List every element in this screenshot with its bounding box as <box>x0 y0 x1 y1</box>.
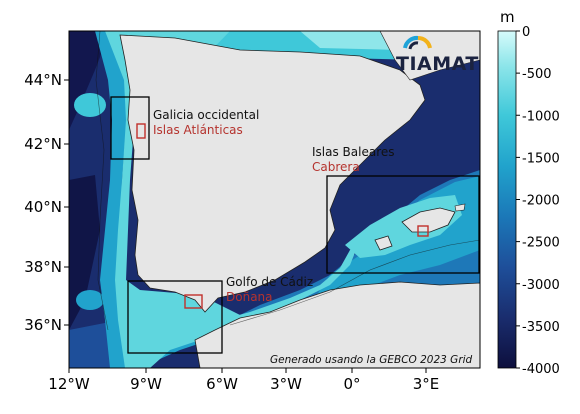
credit-text: Generado usando la GEBCO 2023 Grid <box>270 354 473 366</box>
site-islas-atlanticas <box>136 123 146 139</box>
y-axis: 44°N 42°N 40°N 38°N 36°N <box>24 71 69 334</box>
tiamat-logo: TIAMAT <box>396 35 479 75</box>
contour-med <box>229 239 480 326</box>
y-tick-42n: 42°N <box>24 135 62 153</box>
colorbar-tick-label: -2500 <box>522 236 560 251</box>
x-tick-3e: 3°E <box>413 375 440 393</box>
map-frame <box>68 30 481 369</box>
colorbar-unit: m <box>500 8 515 26</box>
alboran-shelf <box>225 240 360 332</box>
abyssal-plain-south <box>69 175 100 330</box>
x-axis: 12°W 9°W 6°W 3°W 0° 3°E <box>48 368 439 393</box>
x-tick-0: 0° <box>343 375 360 393</box>
label-donana: Doñana <box>226 290 273 304</box>
contour-west <box>95 31 109 331</box>
colorbar-tick-label: -500 <box>522 67 552 82</box>
box-baleares <box>326 175 480 274</box>
north-africa <box>194 281 480 368</box>
iberian-peninsula <box>119 34 426 313</box>
y-tick-40n: 40°N <box>24 198 62 216</box>
label-baleares: Islas Baleares <box>312 145 395 159</box>
logo-arc-blue <box>403 35 419 49</box>
colorbar-tick-label: -3500 <box>522 320 560 335</box>
menorca <box>454 203 466 212</box>
site-donana <box>184 294 203 309</box>
site-cabrera <box>417 225 429 237</box>
colorbar-gradient <box>497 30 517 369</box>
logo-text: TIAMAT <box>396 53 479 75</box>
logo-arc-dark <box>408 41 419 50</box>
ibiza <box>374 235 393 251</box>
logo-arc-yellow <box>417 35 432 49</box>
x-tick-6w: 6°W <box>206 375 238 393</box>
gorringe-bank <box>76 290 104 310</box>
label-galicia: Galicia occidental <box>153 108 259 122</box>
galicia-bank <box>74 93 106 117</box>
colorbar-tick-label: -4000 <box>522 362 560 377</box>
colorbar-tick-label: -1000 <box>522 109 560 124</box>
y-tick-44n: 44°N <box>24 71 62 89</box>
colorbar: m 0 -500 -1000 -1500 -2000 -2500 -3000 -3500 -40… <box>497 8 560 377</box>
label-islas-atlanticas: Islas Atlánticas <box>153 123 243 137</box>
box-galicia <box>110 96 150 160</box>
x-tick-9w: 9°W <box>130 375 162 393</box>
y-tick-38n: 38°N <box>24 258 62 276</box>
colorbar-tick-label: -3000 <box>522 278 560 293</box>
label-cabrera: Cabrera <box>312 160 360 174</box>
mallorca <box>401 207 456 233</box>
map-area <box>69 31 480 368</box>
x-tick-12w: 12°W <box>48 375 90 393</box>
box-cadiz <box>127 280 223 354</box>
label-cadiz: Golfo de Cádiz <box>226 275 313 289</box>
colorbar-tick-label: 0 <box>522 25 530 40</box>
x-tick-3w: 3°W <box>270 375 302 393</box>
y-tick-36n: 36°N <box>24 316 62 334</box>
colorbar-tick-label: -1500 <box>522 151 560 166</box>
colorbar-tick-label: -2000 <box>522 194 560 209</box>
